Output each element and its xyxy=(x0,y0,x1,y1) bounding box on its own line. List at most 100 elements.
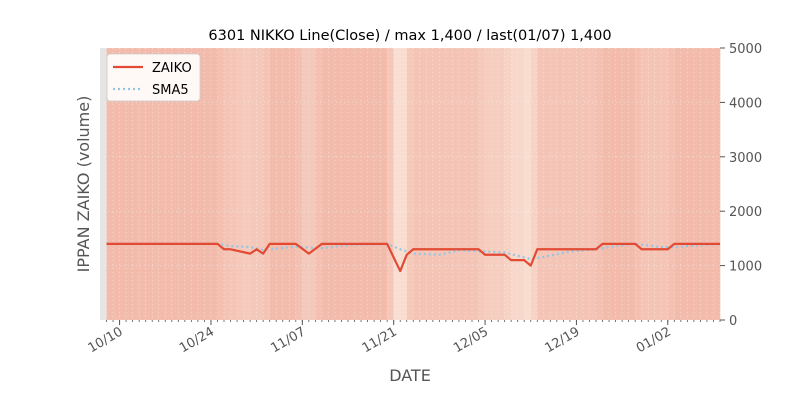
day-band-base xyxy=(511,48,518,320)
day-band xyxy=(674,48,682,320)
day-band xyxy=(126,48,133,320)
day-band xyxy=(537,48,545,320)
day-band xyxy=(184,48,192,320)
day-band xyxy=(478,48,486,320)
x-tick-label: 11/07 xyxy=(268,324,308,356)
day-band xyxy=(445,48,453,320)
day-band xyxy=(295,48,303,320)
day-band xyxy=(602,48,610,320)
day-band xyxy=(256,48,264,320)
y-tick-label: 5000 xyxy=(729,42,762,57)
day-band xyxy=(511,48,518,320)
y-tick-label: 0 xyxy=(729,314,737,329)
day-band xyxy=(432,48,440,320)
day-band xyxy=(609,48,616,320)
day-band xyxy=(628,48,636,320)
y-tick-label: 3000 xyxy=(729,151,762,166)
day-band xyxy=(152,48,160,320)
day-band xyxy=(687,48,695,320)
y-tick-label: 1000 xyxy=(729,260,762,275)
day-band xyxy=(139,48,146,320)
day-band xyxy=(400,48,408,320)
day-band xyxy=(315,48,323,320)
day-band xyxy=(321,48,329,320)
day-band xyxy=(289,48,297,320)
day-band-base xyxy=(491,48,499,320)
day-band xyxy=(204,48,212,320)
day-band xyxy=(550,48,558,320)
day-band xyxy=(693,48,701,320)
x-tick-label: 12/05 xyxy=(451,324,491,356)
background-bands xyxy=(106,48,721,320)
x-tick-label: 01/02 xyxy=(634,324,674,356)
day-band xyxy=(680,48,688,320)
day-band xyxy=(406,48,414,320)
day-band xyxy=(302,48,310,320)
x-axis-label: DATE xyxy=(389,366,431,385)
day-band xyxy=(635,48,642,320)
day-band xyxy=(504,48,512,320)
chart-title: 6301 NIKKO Line(Close) / max 1,400 / las… xyxy=(208,28,611,44)
legend-box xyxy=(106,53,201,102)
day-band-base xyxy=(400,48,408,320)
day-band xyxy=(158,48,166,320)
x-tick-label: 12/19 xyxy=(542,324,582,356)
day-band xyxy=(472,48,479,320)
series-lines xyxy=(106,242,721,273)
day-band-base xyxy=(504,48,512,320)
day-band xyxy=(576,48,584,320)
day-band xyxy=(282,48,290,320)
day-band xyxy=(661,48,669,320)
day-band-base xyxy=(524,48,532,320)
day-band xyxy=(491,48,499,320)
x-axis: 10/10 10/24 11/07 11/21 12/05 12/19 01/02 xyxy=(86,320,721,356)
y-tick-label: 4000 xyxy=(729,96,762,111)
day-band xyxy=(465,48,473,320)
day-band xyxy=(713,48,721,320)
day-band xyxy=(106,48,114,320)
legend-label-sma5: SMA5 xyxy=(152,83,189,98)
day-band xyxy=(341,48,349,320)
day-band xyxy=(113,48,120,320)
day-band xyxy=(439,48,447,320)
day-band xyxy=(517,48,525,320)
day-band xyxy=(119,48,127,320)
day-band xyxy=(348,48,355,320)
day-band xyxy=(485,48,492,320)
day-band xyxy=(224,48,231,320)
day-band xyxy=(243,48,251,320)
day-band xyxy=(700,48,708,320)
gridlines xyxy=(100,47,721,321)
day-band xyxy=(250,48,257,320)
day-band xyxy=(556,48,564,320)
x-tick-label: 11/21 xyxy=(360,324,400,356)
day-band xyxy=(269,48,277,320)
day-band xyxy=(380,48,388,320)
day-band xyxy=(524,48,532,320)
day-band xyxy=(145,48,153,320)
day-band xyxy=(419,48,427,320)
day-band xyxy=(197,48,205,320)
day-band xyxy=(654,48,662,320)
y-tick-label: 2000 xyxy=(729,205,762,220)
day-band xyxy=(328,48,336,320)
day-band xyxy=(210,48,218,320)
x-tick-label: 10/10 xyxy=(86,324,126,356)
day-band xyxy=(165,48,173,320)
day-band-base xyxy=(530,48,538,320)
day-band xyxy=(217,48,225,320)
day-band-base xyxy=(517,48,525,320)
day-band xyxy=(132,48,140,320)
day-band xyxy=(667,48,675,320)
series-line-zaiko xyxy=(106,242,720,273)
day-band-base xyxy=(485,48,492,320)
day-band xyxy=(426,48,434,320)
day-band xyxy=(648,48,656,320)
day-band xyxy=(237,48,244,320)
legend: ZAIKO SMA5 xyxy=(106,53,201,102)
day-band xyxy=(171,48,179,320)
day-band xyxy=(622,48,629,320)
day-band xyxy=(387,48,394,320)
